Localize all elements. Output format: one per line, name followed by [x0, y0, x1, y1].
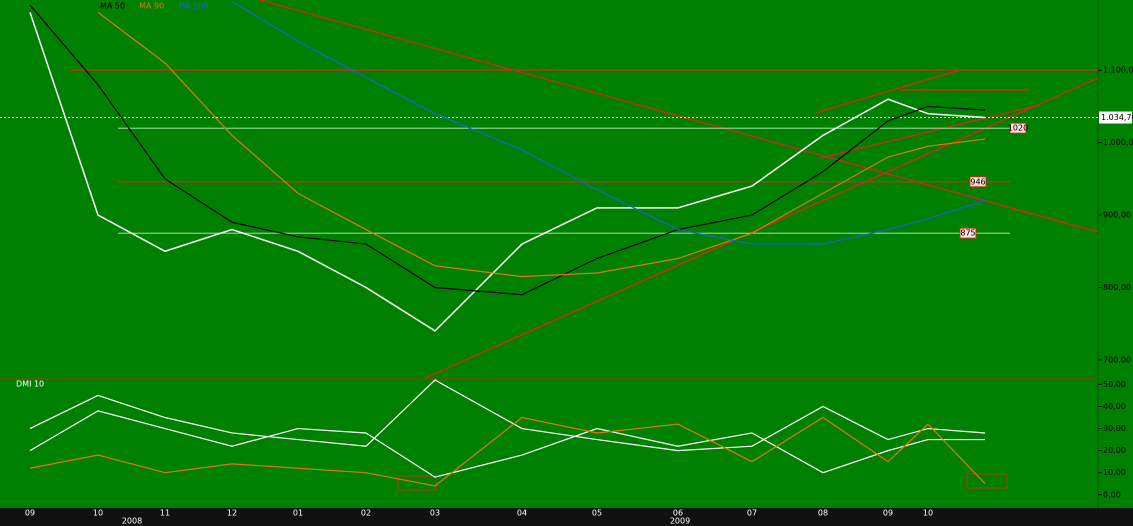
x-tick-label: 04	[517, 509, 527, 518]
series-line	[97, 11, 986, 278]
x-tick-label: 03	[430, 509, 440, 518]
x-axis-band	[0, 508, 1133, 526]
last-value-box	[1099, 111, 1132, 124]
y-tick-label: 1.000,00	[1103, 138, 1133, 147]
x-tick-label: 07	[747, 509, 757, 518]
level-label: 875	[960, 229, 975, 238]
y-tick-label: 900,00	[1103, 211, 1131, 220]
x-tick-label: 09	[25, 509, 35, 518]
x-tick-label: 12	[227, 509, 237, 518]
year-label: 2008	[122, 517, 142, 526]
level-box	[969, 176, 987, 188]
legend-label: MA 50	[100, 2, 125, 11]
y-tick-label: 10,00	[1103, 468, 1126, 477]
x-tick-label: 10	[93, 509, 103, 518]
y-tick-label: 700,00	[1103, 355, 1131, 364]
x-tick-label: 02	[361, 509, 371, 518]
series-line	[29, 12, 986, 332]
year-label: 2009	[670, 517, 690, 526]
x-tick-label: 08	[818, 509, 828, 518]
level-box	[959, 227, 977, 239]
y-tick-label: 50,00	[1103, 380, 1126, 389]
legend-label: MA 200	[178, 2, 208, 11]
level-label: 1020	[1008, 124, 1028, 133]
level-label: 946	[970, 177, 985, 186]
y-tick-label: 800,00	[1103, 283, 1131, 292]
series-line	[29, 379, 986, 452]
x-tick-label: 01	[293, 509, 303, 518]
x-tick-label: 05	[592, 509, 602, 518]
highlight-box	[966, 473, 1008, 489]
y-tick-label: 40,00	[1103, 402, 1126, 411]
x-tick-label: 06	[673, 509, 683, 518]
series-line	[231, 0, 986, 245]
y-tick-label: 20,00	[1103, 446, 1126, 455]
y-tick-label: 0,00	[1103, 490, 1121, 499]
x-tick-label: 10	[923, 509, 933, 518]
series-line	[29, 416, 986, 487]
x-tick-label: 09	[883, 509, 893, 518]
highlight-box	[397, 475, 437, 491]
legend-label: MA 90	[139, 2, 164, 11]
series-line	[29, 410, 985, 478]
y-tick-label: 30,00	[1103, 424, 1126, 433]
y-tick-label: 1.100,00	[1103, 66, 1133, 75]
series-line	[29, 4, 986, 296]
x-tick-label: 11	[160, 509, 170, 518]
level-box	[1009, 122, 1027, 134]
last-value-label: 1.034,70	[1101, 113, 1133, 122]
panel-title: DMI 10	[16, 380, 44, 389]
